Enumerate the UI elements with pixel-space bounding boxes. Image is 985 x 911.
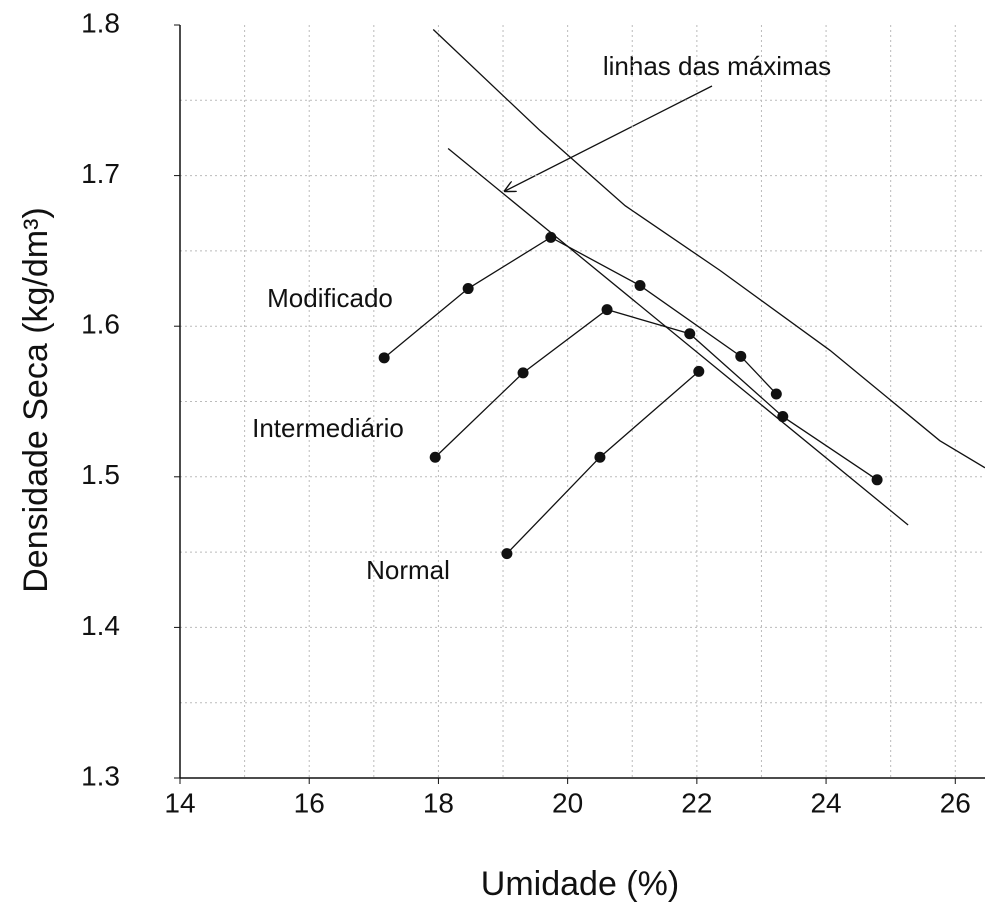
data-point	[735, 350, 747, 362]
x-tick-label: 14	[164, 787, 195, 818]
x-axis-label: Umidade (%)	[481, 865, 679, 903]
y-tick-label: 1.6	[81, 309, 120, 340]
data-point	[429, 451, 441, 463]
data-point	[770, 388, 782, 400]
annotation-arrow	[505, 85, 713, 191]
data-point	[871, 474, 883, 486]
data-point	[777, 411, 789, 423]
annotation: linhas das máximas	[603, 51, 831, 81]
series-label: Normal	[366, 555, 450, 585]
x-tick-label: 16	[294, 787, 325, 818]
reference-line	[447, 147, 909, 526]
data-point	[594, 451, 606, 463]
data-point	[545, 231, 557, 243]
x-tick-label: 22	[681, 787, 712, 818]
curve	[506, 370, 700, 555]
x-tick-label: 24	[810, 787, 841, 818]
data-point	[501, 548, 513, 560]
data-point	[378, 352, 390, 364]
y-tick-label: 1.5	[81, 459, 120, 490]
data-point	[601, 304, 613, 316]
curve	[434, 308, 878, 481]
y-tick-label: 1.4	[81, 610, 120, 641]
x-tick-label: 26	[940, 787, 971, 818]
x-tick-label: 18	[423, 787, 454, 818]
y-axis-label: Densidade Seca (kg/dm³)	[17, 207, 55, 593]
reference-line	[432, 29, 985, 469]
data-point	[517, 367, 529, 379]
y-tick-label: 1.8	[81, 7, 120, 38]
series-label: Intermediário	[252, 413, 404, 443]
data-point	[634, 280, 646, 292]
series-label: Modificado	[267, 283, 393, 313]
data-point	[462, 283, 474, 295]
data-point	[693, 365, 705, 377]
y-tick-label: 1.7	[81, 158, 120, 189]
curve	[383, 236, 777, 395]
y-tick-label: 1.3	[81, 760, 120, 791]
data-point	[684, 328, 696, 340]
x-tick-label: 20	[552, 787, 583, 818]
